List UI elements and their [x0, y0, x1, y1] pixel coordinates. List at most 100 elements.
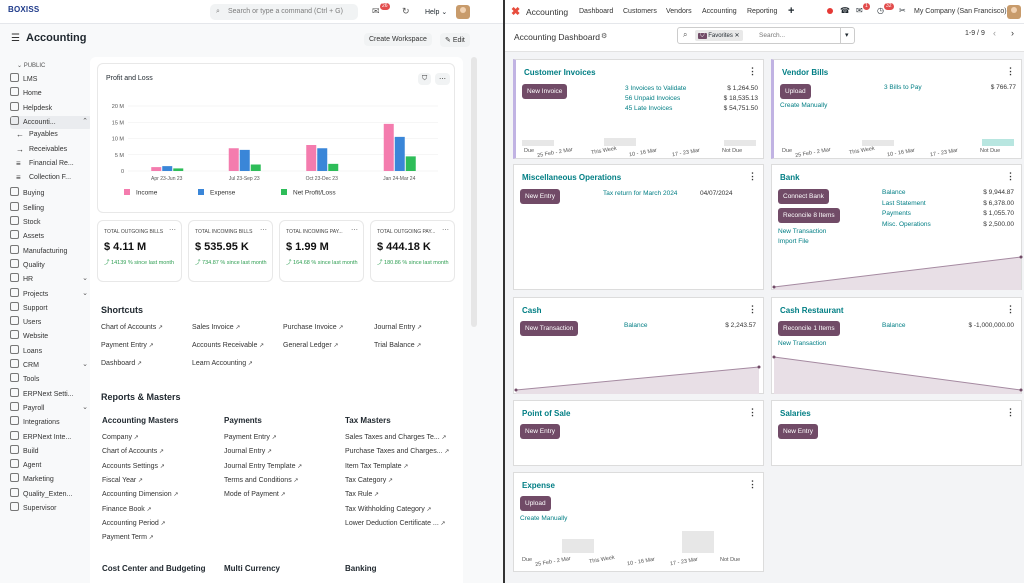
sidebar-item-buying[interactable]: Buying — [10, 187, 92, 200]
late-invoices-link[interactable]: 45 Late Invoices — [625, 105, 673, 112]
nav-accounting[interactable]: Accounting — [702, 8, 737, 15]
activity-clock-icon[interactable]: ◷ — [877, 6, 884, 15]
card-title[interactable]: Cash Restaurant — [780, 306, 844, 315]
report-link[interactable]: Tax Withholding Category — [345, 506, 431, 513]
kpi-card[interactable]: TOTAL INCOMING BILLS ⋯ $ 535.95 K ⤴ 734.87 … — [188, 220, 273, 282]
card-menu-icon[interactable]: ⋮ — [748, 407, 757, 417]
expense-bar-graph[interactable] — [520, 528, 758, 553]
create-manually-link[interactable]: Create Manually — [780, 102, 828, 109]
facet-remove-icon[interactable]: ✕ — [734, 33, 740, 39]
report-link[interactable]: Payment Entry — [224, 434, 277, 441]
expand-chevron-icon[interactable]: ⌃ — [82, 117, 88, 125]
sidebar-item-lms[interactable]: LMS — [10, 73, 92, 86]
sidebar-item-financial-re[interactable]: ≡ Financial Re... — [16, 159, 98, 172]
expand-chevron-icon[interactable]: ⌄ — [82, 289, 88, 297]
bills-bar-graph[interactable] — [780, 120, 1018, 146]
invoices-to-validate-link[interactable]: 3 Invoices to Validate — [625, 85, 687, 92]
connect-bank-button[interactable]: Connect Bank — [778, 189, 829, 204]
import-file-link[interactable]: Import File — [778, 238, 809, 245]
sidebar-item-agent[interactable]: Agent — [10, 459, 92, 472]
create-manually-link[interactable]: Create Manually — [520, 515, 568, 522]
shortcut-link[interactable]: Learn Accounting — [192, 360, 253, 367]
refresh-icon[interactable]: ↻ — [402, 6, 410, 16]
tools-icon[interactable]: ✂ — [899, 6, 906, 15]
nav-reporting[interactable]: Reporting — [747, 8, 778, 15]
sidebar-item-stock[interactable]: Stock — [10, 216, 92, 229]
new-entry-button[interactable]: New Entry — [520, 424, 560, 439]
settings-gear-icon[interactable]: ⚙ — [601, 33, 608, 40]
report-link[interactable]: Mode of Payment — [224, 491, 286, 498]
sidebar-item-quality[interactable]: Quality — [10, 258, 92, 272]
status-dot-icon[interactable] — [827, 8, 833, 14]
card-title[interactable]: Expense — [522, 481, 555, 490]
expand-chevron-icon[interactable]: ⌄ — [82, 403, 88, 411]
balance-link[interactable]: Balance — [882, 322, 906, 329]
shortcut-link[interactable]: Payment Entry — [101, 342, 154, 349]
card-menu-icon[interactable]: ⋮ — [748, 66, 757, 76]
global-search-input[interactable]: ⌕ Search or type a command (Ctrl + G) — [210, 4, 358, 20]
shortcut-link[interactable]: Journal Entry — [374, 324, 422, 331]
sidebar-item-website[interactable]: Website — [10, 330, 92, 343]
report-link[interactable]: Chart of Accounts — [102, 448, 164, 455]
sidebar-item-receivables[interactable]: → Receivables — [16, 145, 98, 158]
report-link[interactable]: Tax Category — [345, 477, 393, 484]
card-menu-icon[interactable]: ⋮ — [748, 479, 757, 489]
favorites-facet[interactable]: ⛉ Favorites ✕ — [695, 30, 743, 41]
balance-link[interactable]: Balance — [624, 322, 648, 329]
report-link[interactable]: Journal Entry Template — [224, 463, 302, 470]
sidebar-item-home[interactable]: Home — [10, 87, 92, 100]
nav-vendors[interactable]: Vendors — [666, 8, 692, 15]
shortcut-link[interactable]: Trial Balance — [374, 342, 421, 349]
shortcut-link[interactable]: Sales Invoice — [192, 324, 240, 331]
shortcut-link[interactable]: Purchase Invoice — [283, 324, 343, 331]
card-menu-icon[interactable]: ⋮ — [1006, 304, 1015, 314]
sidebar-item-tools[interactable]: Tools — [10, 373, 92, 386]
sidebar-item-accounti[interactable]: Accounti... ⌃ — [10, 115, 92, 129]
card-menu-icon[interactable]: ⋮ — [748, 171, 757, 181]
kpi-card[interactable]: TOTAL OUTGOING BILLS ⋯ $ 4.11 M ⤴ 14139 % s… — [97, 220, 182, 282]
sidebar-item-hr[interactable]: HR ⌄ — [10, 273, 92, 286]
card-menu-icon[interactable]: ⋮ — [1006, 171, 1015, 181]
report-link[interactable]: Purchase Taxes and Charges... — [345, 448, 449, 455]
edit-button[interactable]: ✎ Edit — [440, 33, 470, 47]
sidebar-item-manufacturing[interactable]: Manufacturing — [10, 244, 92, 258]
new-invoice-button[interactable]: New Invoice — [522, 84, 568, 99]
apps-menu-icon[interactable]: ✖ — [511, 6, 521, 18]
card-menu-icon[interactable]: ⋮ — [1006, 66, 1015, 76]
report-link[interactable]: Item Tax Template — [345, 463, 408, 470]
bank-balance-line-graph[interactable] — [772, 253, 1023, 290]
report-link[interactable]: Sales Taxes and Charges Te... — [345, 434, 446, 441]
sidebar-item-payroll[interactable]: Payroll ⌄ — [10, 401, 92, 415]
notification-bell-icon[interactable]: ✉ — [372, 6, 380, 16]
phone-icon[interactable]: ☎ — [840, 6, 850, 15]
report-link[interactable]: Company — [102, 434, 139, 441]
report-link[interactable]: Journal Entry — [224, 448, 272, 455]
sidebar-item-collection-f[interactable]: ≡ Collection F... — [16, 173, 98, 186]
card-title[interactable]: Salaries — [780, 409, 811, 418]
payments-link[interactable]: Payments — [882, 210, 911, 217]
pager-next-icon[interactable]: › — [1011, 28, 1014, 38]
pager-prev-icon[interactable]: ‹ — [993, 28, 996, 38]
report-link[interactable]: Terms and Conditions — [224, 477, 298, 484]
report-link[interactable]: Fiscal Year — [102, 477, 143, 484]
more-options-icon[interactable]: ⋯ — [435, 73, 450, 85]
upload-button[interactable]: Upload — [520, 496, 551, 511]
unpaid-invoices-link[interactable]: 56 Unpaid Invoices — [625, 95, 681, 102]
sidebar-item-helpdesk[interactable]: Helpdesk — [10, 101, 92, 115]
app-name[interactable]: Accounting — [526, 7, 569, 17]
card-title[interactable]: Vendor Bills — [782, 68, 829, 77]
more-options-icon[interactable]: ⋯ — [442, 227, 449, 234]
tax-return-link[interactable]: Tax return for March 2024 — [603, 190, 678, 197]
sidebar-toggle-icon[interactable]: ☰ — [11, 33, 20, 44]
new-transaction-link[interactable]: New Transaction — [778, 228, 827, 235]
balance-link[interactable]: Balance — [882, 189, 906, 196]
new-entry-button[interactable]: New Entry — [778, 424, 818, 439]
card-title[interactable]: Cash — [522, 306, 542, 315]
kpi-card[interactable]: TOTAL OUTGOING PAY... ⋯ $ 444.18 K ⤴ 180.86… — [370, 220, 455, 282]
report-link[interactable]: Accounting Dimension — [102, 491, 178, 498]
sidebar-item-marketing[interactable]: Marketing — [10, 473, 92, 486]
bills-to-pay-link[interactable]: 3 Bills to Pay — [884, 84, 922, 91]
shortcut-link[interactable]: Accounts Receivable — [192, 342, 264, 349]
nav-dashboard[interactable]: Dashboard — [579, 8, 614, 15]
messages-icon[interactable]: ✉ — [856, 6, 863, 15]
